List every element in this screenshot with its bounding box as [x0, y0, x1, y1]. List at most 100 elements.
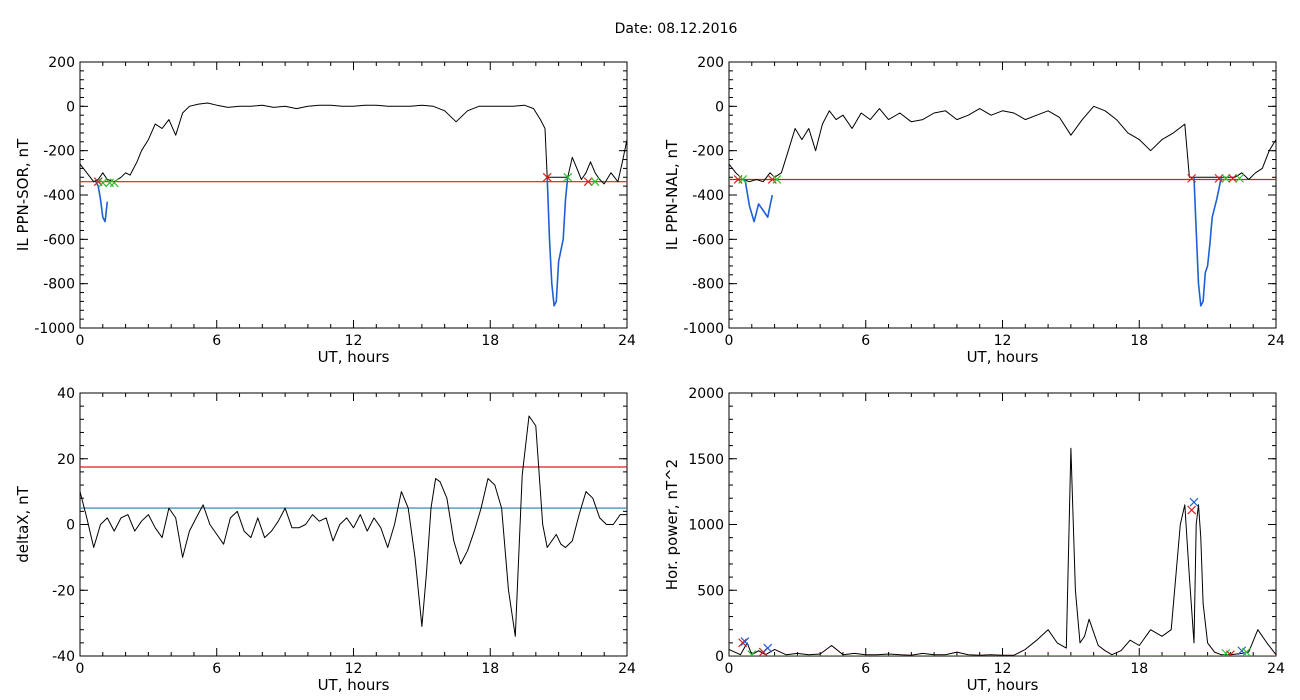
y-tick-label: -40 [52, 649, 75, 665]
x-axis-label: UT, hours [318, 348, 390, 366]
plot-frame [79, 392, 628, 657]
x-marker [583, 177, 593, 187]
y-tick-label: 200 [48, 55, 75, 71]
x-marker [747, 650, 757, 656]
y-tick-label: -200 [692, 144, 724, 160]
chart-hor-power: 0 6 12 18 24 2000 1500 1000 500 0 UT, hours Hor. po… [663, 386, 1285, 694]
x-marker [1187, 505, 1197, 515]
y-tick-label: 2000 [688, 386, 724, 402]
y-tick-label: -1000 [34, 321, 75, 337]
y-tick-label: -20 [52, 583, 75, 599]
x-marker-stroke [738, 175, 748, 184]
x-tick-label: 12 [994, 661, 1012, 677]
y-tick-label: -800 [692, 277, 724, 293]
x-tick-label: 6 [212, 661, 221, 677]
x-marker-stroke [740, 637, 750, 646]
x-axis-label: UT, hours [967, 348, 1039, 366]
plot-frame [728, 392, 1277, 657]
x-tick-label: 12 [345, 661, 363, 677]
x-marker [738, 175, 748, 184]
y-tick-label: 500 [697, 583, 724, 599]
y-tick-label: -1000 [683, 321, 724, 337]
y-tick-label: 20 [57, 452, 75, 468]
series-line [546, 177, 569, 307]
x-marker-stroke [1222, 648, 1231, 656]
x-marker [1241, 647, 1251, 656]
x-marker-stroke [749, 650, 757, 656]
y-tick-label: 0 [715, 99, 724, 115]
y-tick-label: 200 [697, 55, 724, 71]
x-tick-label: 12 [345, 333, 363, 349]
x-marker [109, 178, 119, 188]
x-marker [1187, 173, 1197, 183]
x-marker-stroke [1187, 505, 1197, 515]
x-marker-stroke [1237, 646, 1247, 656]
x-marker-stroke [93, 177, 103, 187]
x-tick-label: 18 [481, 661, 499, 677]
chart-il-nal: 0 6 12 18 24 200 0 -200 -400 -600 -800 -1000 UT, hou… [663, 55, 1285, 366]
x-marker [738, 638, 748, 648]
x-tick-label: 0 [76, 333, 85, 349]
x-tick-label: 0 [725, 661, 734, 677]
series-line [729, 105, 1276, 183]
x-marker-stroke [590, 177, 600, 187]
x-marker [590, 177, 600, 187]
x-marker [1221, 173, 1231, 183]
x-marker-stroke [583, 177, 593, 187]
x-marker-stroke [1214, 173, 1224, 183]
figure-title: Date: 08.12.2016 [615, 21, 738, 37]
y-tick-label: 40 [57, 386, 75, 402]
x-marker-stroke [1228, 173, 1238, 183]
plot-area [80, 102, 627, 307]
x-marker [1225, 650, 1235, 656]
x-marker [1221, 648, 1231, 656]
x-marker [763, 643, 773, 653]
x-tick-label: 18 [1130, 661, 1148, 677]
x-tick-label: 24 [618, 661, 636, 677]
plot-area [80, 415, 627, 637]
chart-deltax: 0 6 12 18 24 40 20 0 -20 -40 UT, hours deltaX, nT [14, 386, 636, 694]
y-axis-label: IL PPN-NAL, nT [663, 139, 681, 250]
chart-il-sor: 0 6 12 18 24 200 0 -200 -400 -600 -800 -1000 UT, hou… [14, 55, 636, 366]
x-marker [542, 172, 552, 182]
y-tick-label: -800 [43, 277, 75, 293]
x-marker-stroke [738, 638, 748, 648]
x-marker [772, 175, 782, 184]
x-marker-stroke [1189, 497, 1199, 507]
x-tick-label: 24 [618, 333, 636, 349]
series-line [1193, 177, 1223, 307]
x-marker [1235, 173, 1244, 183]
x-marker [1228, 173, 1238, 183]
x-tick-label: 12 [994, 333, 1012, 349]
x-marker-stroke [763, 643, 773, 653]
x-marker-stroke [1187, 173, 1197, 183]
y-tick-label: -400 [43, 188, 75, 204]
x-tick-label: 24 [1267, 333, 1285, 349]
series-line [80, 102, 627, 185]
plot-area [729, 447, 1276, 656]
x-tick-label: 18 [481, 333, 499, 349]
x-tick-label: 6 [212, 333, 221, 349]
series-line [729, 447, 1276, 656]
series-line [744, 179, 774, 223]
y-axis-label: Hor. power, nT^2 [663, 459, 681, 590]
y-axis-label: IL PPN-SOR, nT [14, 138, 32, 251]
x-marker-stroke [1221, 173, 1231, 183]
y-tick-label: -200 [43, 144, 75, 160]
y-tick-label: 1000 [688, 518, 724, 534]
x-marker [563, 172, 573, 182]
x-marker [98, 178, 108, 188]
x-marker [740, 637, 750, 646]
x-marker [1189, 497, 1199, 507]
x-marker-stroke [563, 172, 573, 182]
x-marker [1214, 173, 1224, 183]
y-tick-label: 0 [715, 649, 724, 665]
x-tick-label: 6 [861, 333, 870, 349]
series-line [95, 181, 109, 223]
x-marker-stroke [109, 178, 119, 188]
x-tick-label: 0 [725, 333, 734, 349]
y-tick-label: -600 [43, 232, 75, 248]
x-tick-label: 18 [1130, 333, 1148, 349]
